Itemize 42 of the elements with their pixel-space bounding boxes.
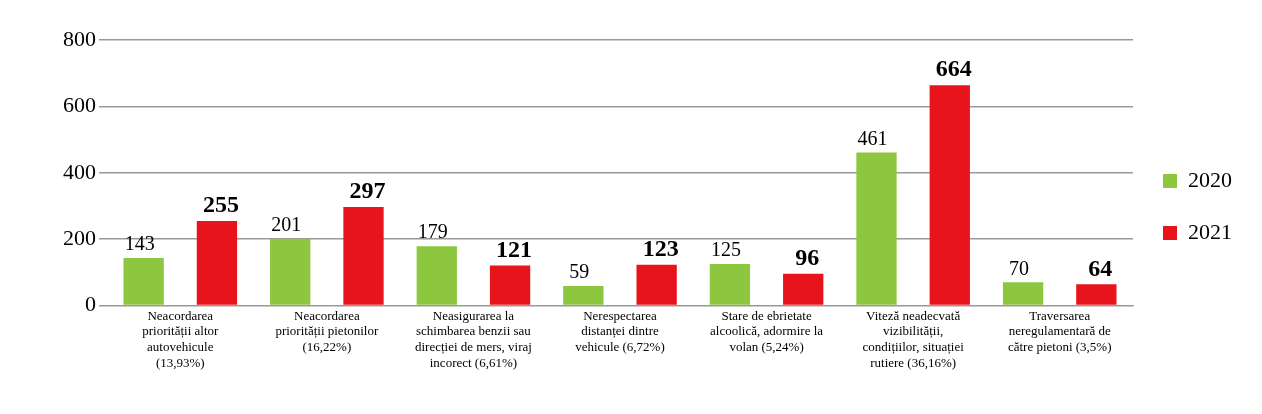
bar: [1076, 284, 1117, 305]
bar: [929, 85, 970, 305]
data-label: 664: [935, 55, 972, 82]
data-label: 121: [496, 235, 533, 262]
x-tick-label: Neacordarea priorității pietonilor (16,22%): [275, 307, 379, 355]
y-tick-label: 400: [63, 158, 96, 184]
y-tick-label: 800: [63, 25, 96, 51]
data-label: 123: [642, 234, 679, 261]
x-tick-label: Viteză neadecvată vizibilității, condițiilor, situației rutiere (36,16%): [862, 307, 965, 370]
bar: [709, 264, 751, 305]
data-label: 143: [124, 232, 155, 255]
data-label: 297: [349, 177, 386, 204]
bar: [1002, 282, 1044, 305]
legend-label: 2020: [1188, 166, 1232, 192]
legend-label: 2021: [1188, 218, 1232, 244]
data-label: 179: [417, 220, 448, 243]
data-label: 70: [1009, 256, 1030, 279]
x-tick-label: Stare de ebrietate alcoolică, adormire la volan (5,24%): [710, 307, 824, 355]
y-tick-label: 600: [63, 92, 96, 118]
y-tick-label: 200: [63, 224, 96, 250]
bar: [123, 258, 164, 305]
data-label: 96: [795, 243, 820, 270]
data-label: 125: [710, 238, 741, 261]
x-tick-label: Nerespectarea distanței dintre vehicule (6,72%): [575, 307, 665, 355]
data-label: 201: [271, 213, 302, 236]
data-label: 461: [857, 126, 888, 149]
bar: [563, 286, 604, 305]
bar: [783, 273, 824, 305]
bar: [856, 152, 897, 305]
bar: [416, 246, 457, 305]
data-label: 64: [1088, 254, 1113, 281]
bar: [343, 207, 384, 305]
x-tick-label: Traversarea neregulamentară de către pietoni (3,5%): [1007, 307, 1112, 355]
bar: [270, 238, 311, 305]
y-tick-label: 0: [85, 291, 96, 317]
data-label: 59: [569, 260, 590, 283]
bar: [196, 220, 238, 305]
data-label: 255: [202, 191, 239, 218]
bar: [636, 264, 677, 305]
x-tick-label: Neacordarea priorității altor autovehicule (13,93%): [142, 307, 220, 370]
bar: [489, 265, 531, 305]
x-tick-label: Neasigurarea la schimbarea benzii sau direcției de mers, viraj incorect (6,61%): [414, 307, 532, 370]
